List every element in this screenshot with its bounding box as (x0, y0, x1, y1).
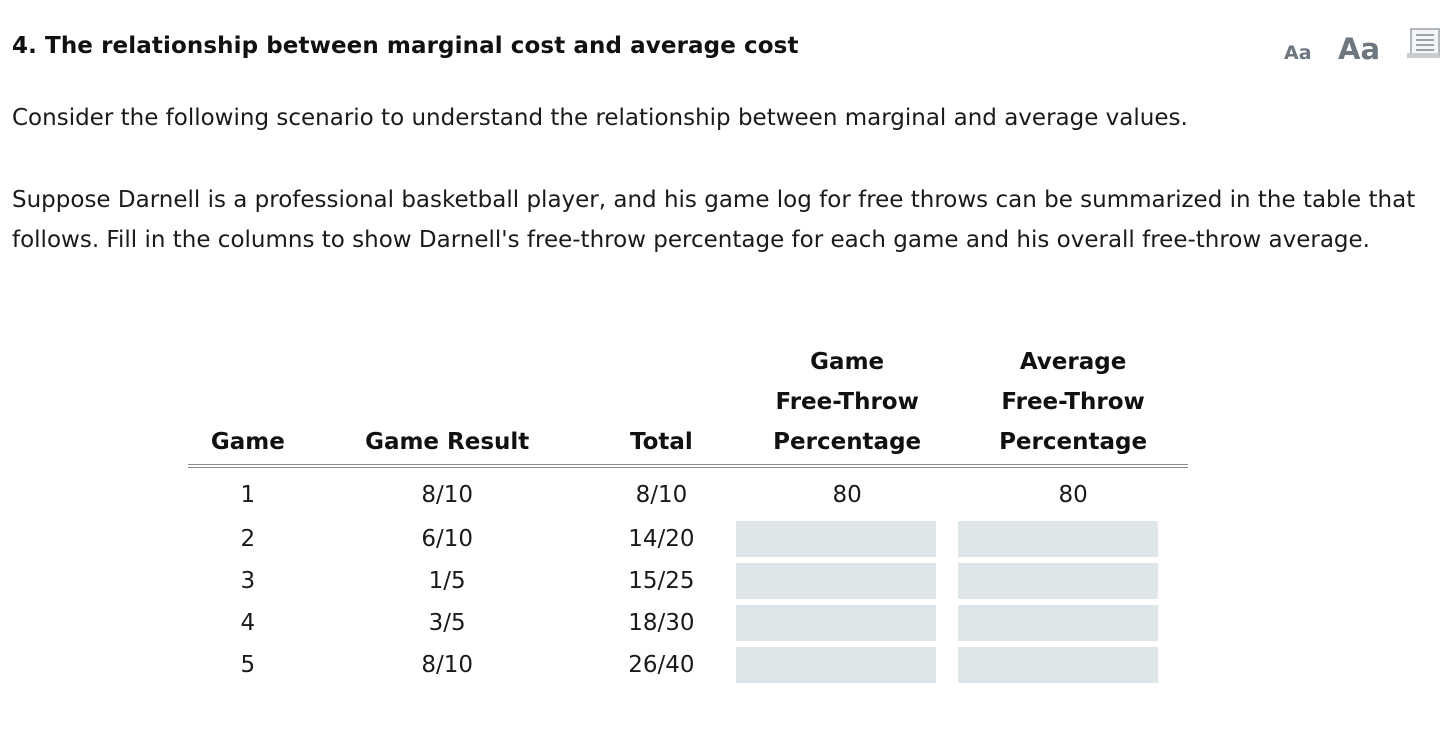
game-percentage-input-2[interactable] (736, 521, 937, 557)
question-title: 4. The relationship between marginal cos… (12, 33, 799, 59)
cell-average-percentage (958, 644, 1188, 686)
average-percentage-input-4[interactable] (958, 605, 1159, 641)
cell-game: 3 (240, 568, 256, 594)
header-average-percentage-line2: Free-Throw (1001, 389, 1145, 415)
document-icon[interactable] (1406, 28, 1440, 60)
document-icon-graphic (1407, 28, 1440, 58)
table-row: 3 1/5 15/25 (188, 560, 1188, 602)
increase-font-button[interactable]: Aa (1338, 32, 1381, 66)
header-game-percentage-line1: Game (810, 349, 885, 375)
cell-game-result: 3/5 (428, 610, 466, 636)
free-throw-table: Game Game Result Total Game Free-Throw P… (188, 340, 1188, 686)
cell-game-result: 8/10 (421, 482, 473, 508)
header-game: Game (188, 340, 308, 468)
header-game-percentage: Game Free-Throw Percentage (736, 340, 959, 468)
cell-game-percentage (736, 602, 958, 644)
cell-game: 4 (240, 610, 256, 636)
cell-game: 5 (240, 652, 256, 678)
decrease-font-button[interactable]: Aa (1284, 42, 1312, 64)
cell-game-result: 1/5 (428, 568, 466, 594)
game-percentage-input-5[interactable] (736, 647, 937, 683)
cell-game: 1 (240, 482, 256, 508)
header-average-percentage: Average Free-Throw Percentage (958, 340, 1188, 468)
cell-average-percentage (958, 560, 1188, 602)
header-average-percentage-line1: Average (1019, 349, 1127, 375)
cell-total: 14/20 (628, 526, 695, 552)
table-row: 2 6/10 14/20 (188, 518, 1188, 560)
cell-average-percentage: 80 (1058, 482, 1088, 508)
table-row: 1 8/10 8/10 80 80 (188, 468, 1188, 518)
cell-game-result: 6/10 (421, 526, 473, 552)
cell-total: 18/30 (628, 610, 695, 636)
cell-game-percentage (736, 644, 958, 686)
header-game-result: Game Result (307, 340, 587, 468)
font-size-controls: Aa Aa (1280, 28, 1440, 68)
header-game-percentage-line3: Percentage (773, 429, 922, 455)
scenario-paragraph: Suppose Darnell is a professional basket… (12, 187, 1416, 253)
intro-paragraph: Consider the following scenario to under… (12, 105, 1188, 131)
table-header-row: Game Game Result Total Game Free-Throw P… (188, 340, 1188, 468)
average-percentage-input-5[interactable] (958, 647, 1159, 683)
table-row: 5 8/10 26/40 (188, 644, 1188, 686)
header-total: Total (586, 340, 737, 468)
cell-game-percentage (736, 560, 958, 602)
table-row: 4 3/5 18/30 (188, 602, 1188, 644)
cell-game-percentage (736, 518, 958, 560)
cell-total: 15/25 (628, 568, 695, 594)
game-percentage-input-3[interactable] (736, 563, 937, 599)
cell-game: 2 (240, 526, 256, 552)
cell-total: 8/10 (635, 482, 688, 508)
header-game-percentage-line2: Free-Throw (775, 389, 919, 415)
cell-game-percentage: 80 (832, 482, 862, 508)
average-percentage-input-2[interactable] (958, 521, 1159, 557)
game-percentage-input-4[interactable] (736, 605, 937, 641)
cell-game-result: 8/10 (421, 652, 473, 678)
header-average-percentage-line3: Percentage (999, 429, 1148, 455)
cell-average-percentage (958, 518, 1188, 560)
cell-total: 26/40 (628, 652, 695, 678)
average-percentage-input-3[interactable] (958, 563, 1159, 599)
cell-average-percentage (958, 602, 1188, 644)
